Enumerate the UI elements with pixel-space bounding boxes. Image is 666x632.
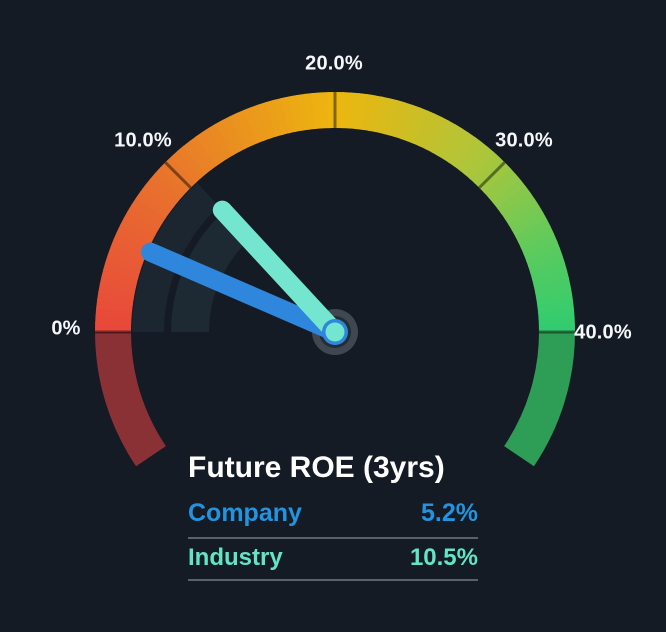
tick-label-10pct: 10.0% (114, 129, 172, 152)
tick-divider (478, 161, 506, 189)
tick-divider (164, 161, 192, 189)
company-label: Company (188, 499, 302, 527)
under-range-arc (95, 331, 167, 467)
tick-label-20pct: 20.0% (305, 52, 363, 75)
chart-title: Future ROE (3yrs) (188, 451, 445, 484)
legend-row-company: Company 5.2% (188, 493, 478, 539)
industry-needle-cap (325, 322, 345, 342)
legend-row-industry: Industry 10.5% (188, 539, 478, 581)
tick-label-0pct: 0% (51, 317, 81, 340)
over-range-arc (503, 331, 575, 467)
company-value: 5.2% (421, 499, 478, 527)
company-needle (141, 242, 345, 342)
industry-label: Industry (188, 544, 283, 571)
industry-value: 10.5% (409, 544, 478, 571)
tick-label-30pct: 30.0% (495, 129, 553, 152)
legend-panel: Future ROE (3yrs) Company 5.2% Industry … (188, 450, 478, 581)
tick-label-40pct: 40.0% (574, 321, 632, 344)
industry-needle (212, 200, 345, 342)
